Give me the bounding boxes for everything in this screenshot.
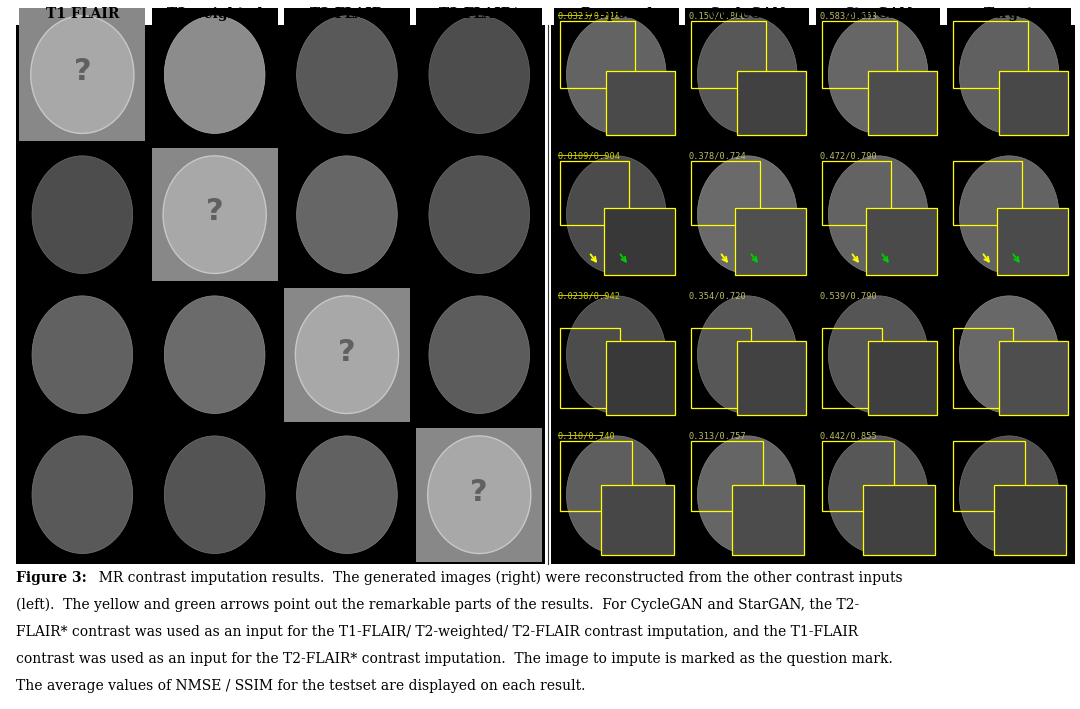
Bar <box>822 328 882 408</box>
Text: 0.354/0.720: 0.354/0.720 <box>689 291 746 300</box>
Ellipse shape <box>32 296 133 413</box>
Bar <box>999 341 1068 415</box>
Ellipse shape <box>698 296 797 413</box>
Text: 0.539/0.790: 0.539/0.790 <box>820 291 877 300</box>
Ellipse shape <box>567 296 666 413</box>
Bar <box>606 71 675 135</box>
Text: T2 FLAIR: T2 FLAIR <box>310 7 383 21</box>
Text: ?: ? <box>338 337 355 367</box>
Ellipse shape <box>828 16 928 133</box>
Text: Target: Target <box>984 7 1035 21</box>
Bar <box>732 486 805 555</box>
Bar <box>691 328 751 408</box>
Ellipse shape <box>567 156 666 274</box>
Text: Figure 3:: Figure 3: <box>16 571 87 585</box>
Ellipse shape <box>429 16 529 133</box>
Bar <box>822 441 894 510</box>
Bar <box>999 71 1068 135</box>
Text: 0.472/0.790: 0.472/0.790 <box>820 151 877 160</box>
Bar <box>954 161 1022 225</box>
Bar <box>691 441 764 510</box>
Bar <box>561 441 633 510</box>
Ellipse shape <box>32 156 133 274</box>
Bar <box>604 208 675 275</box>
Ellipse shape <box>828 436 928 554</box>
Text: T2 weighted: T2 weighted <box>166 7 262 21</box>
Bar <box>691 161 759 225</box>
Text: The average values of NMSE / SSIM for the testset are displayed on each result.: The average values of NMSE / SSIM for th… <box>16 679 585 693</box>
Bar <box>561 21 635 88</box>
Ellipse shape <box>297 156 397 274</box>
Text: 0.150/0.860: 0.150/0.860 <box>689 11 746 20</box>
Ellipse shape <box>297 16 397 133</box>
Text: T1 FLAIR: T1 FLAIR <box>45 7 119 21</box>
Ellipse shape <box>698 156 797 274</box>
Ellipse shape <box>164 296 265 413</box>
Bar <box>954 328 1013 408</box>
Text: MR contrast imputation results.  The generated images (right) were reconstructed: MR contrast imputation results. The gene… <box>90 571 902 585</box>
Ellipse shape <box>567 436 666 554</box>
Bar <box>868 71 936 135</box>
Ellipse shape <box>163 156 267 274</box>
Ellipse shape <box>959 436 1058 554</box>
Bar <box>561 161 629 225</box>
Bar <box>561 328 620 408</box>
Ellipse shape <box>30 16 134 133</box>
Text: 0.0109/0.904: 0.0109/0.904 <box>557 151 621 160</box>
Ellipse shape <box>828 296 928 413</box>
Text: T2 FLAIR*: T2 FLAIR* <box>438 7 519 21</box>
Bar <box>995 486 1066 555</box>
Text: Proposed: Proposed <box>580 7 652 21</box>
Ellipse shape <box>429 296 529 413</box>
Ellipse shape <box>698 16 797 133</box>
Bar <box>738 341 806 415</box>
Bar <box>822 21 896 88</box>
Text: 0.0326/0.918: 0.0326/0.918 <box>557 11 621 20</box>
Ellipse shape <box>828 156 928 274</box>
Text: 0.110/0.740: 0.110/0.740 <box>557 431 616 440</box>
Text: 0.442/0.855: 0.442/0.855 <box>820 431 877 440</box>
Ellipse shape <box>428 436 531 554</box>
Text: FLAIR* contrast was used as an input for the T1-FLAIR/ T2-weighted/ T2-FLAIR con: FLAIR* contrast was used as an input for… <box>16 625 859 639</box>
Text: 0.313/0.757: 0.313/0.757 <box>689 431 746 440</box>
Bar <box>822 161 891 225</box>
Ellipse shape <box>429 156 529 274</box>
Bar <box>866 208 936 275</box>
Text: 0.378/0.724: 0.378/0.724 <box>689 151 746 160</box>
Ellipse shape <box>164 16 265 133</box>
Text: ?: ? <box>206 198 224 226</box>
Ellipse shape <box>567 16 666 133</box>
Bar <box>868 341 936 415</box>
Bar <box>863 486 935 555</box>
Ellipse shape <box>959 296 1058 413</box>
Bar <box>606 341 675 415</box>
Ellipse shape <box>32 436 133 554</box>
Bar <box>734 208 806 275</box>
Text: 0.0238/0.942: 0.0238/0.942 <box>557 291 621 300</box>
Bar <box>738 71 806 135</box>
Ellipse shape <box>959 156 1058 274</box>
Text: ?: ? <box>73 57 91 86</box>
Ellipse shape <box>698 436 797 554</box>
Text: contrast was used as an input for the T2-FLAIR* contrast imputation.  The image : contrast was used as an input for the T2… <box>16 652 893 666</box>
Ellipse shape <box>297 436 397 554</box>
Text: 0.583/0.668: 0.583/0.668 <box>820 11 877 20</box>
Bar <box>997 208 1068 275</box>
Text: ?: ? <box>471 478 488 506</box>
Bar <box>602 486 674 555</box>
Ellipse shape <box>295 296 399 413</box>
Bar <box>691 21 766 88</box>
Ellipse shape <box>959 16 1058 133</box>
Bar <box>954 21 1028 88</box>
Bar <box>954 441 1025 510</box>
Text: CycleGAN: CycleGAN <box>708 7 786 21</box>
Text: (left).  The yellow and green arrows point out the remarkable parts of the resul: (left). The yellow and green arrows poin… <box>16 598 860 612</box>
Text: StarGAN: StarGAN <box>845 7 913 21</box>
Ellipse shape <box>164 436 265 554</box>
